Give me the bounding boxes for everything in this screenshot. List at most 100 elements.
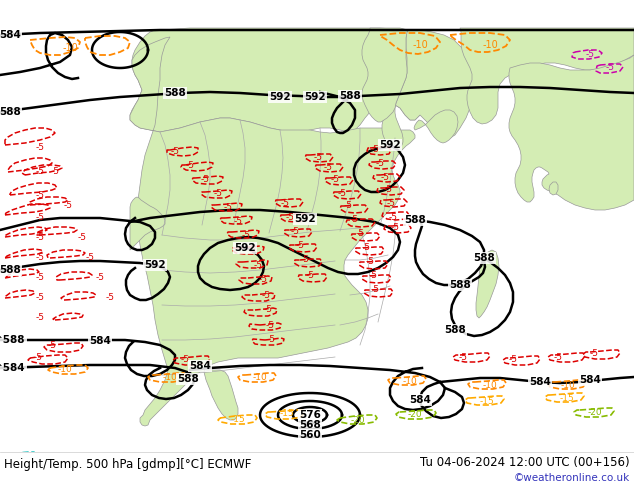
Text: -5: -5: [77, 234, 86, 243]
Text: -5: -5: [105, 294, 115, 302]
Text: -15: -15: [280, 409, 294, 417]
Text: -5: -5: [375, 158, 384, 168]
Text: -20: -20: [351, 416, 365, 424]
Text: -15: -15: [480, 396, 495, 406]
Text: 560: 560: [299, 430, 321, 440]
Text: -5: -5: [266, 320, 275, 329]
Text: -5: -5: [368, 271, 377, 280]
Text: Tu 04-06-2024 12:00 UTC (00+156): Tu 04-06-2024 12:00 UTC (00+156): [420, 456, 630, 468]
Text: 588: 588: [473, 253, 495, 263]
Text: -10: -10: [62, 43, 78, 53]
Text: 584: 584: [409, 395, 431, 405]
Text: -5: -5: [171, 147, 179, 156]
Text: -5: -5: [458, 352, 467, 362]
Text: -5: -5: [389, 214, 398, 222]
Text: -10: -10: [482, 40, 498, 50]
Text: -5: -5: [86, 253, 94, 263]
Text: -5: -5: [36, 253, 44, 263]
Text: -5: -5: [330, 175, 339, 185]
Text: -5: -5: [259, 275, 268, 285]
Text: -20: -20: [588, 408, 602, 416]
Text: -5: -5: [605, 64, 614, 73]
Text: -10: -10: [163, 373, 178, 383]
Polygon shape: [509, 55, 634, 210]
Text: -5: -5: [290, 227, 299, 237]
Text: -5: -5: [36, 294, 44, 302]
Text: -5: -5: [365, 258, 375, 267]
Text: -5: -5: [391, 223, 399, 232]
Text: -5: -5: [306, 270, 314, 279]
Text: 592: 592: [234, 243, 256, 253]
Text: -5: -5: [36, 314, 44, 322]
Polygon shape: [414, 110, 458, 143]
Text: -10: -10: [403, 376, 417, 386]
Text: -10: -10: [560, 381, 576, 390]
Text: -5: -5: [96, 273, 105, 283]
Polygon shape: [476, 250, 499, 318]
Text: -5: -5: [36, 168, 44, 176]
Text: -15: -15: [560, 393, 574, 402]
Text: 592: 592: [294, 214, 316, 224]
Text: -5: -5: [36, 234, 44, 243]
Text: -5: -5: [323, 164, 332, 172]
Text: ©weatheronline.co.uk: ©weatheronline.co.uk: [514, 473, 630, 483]
Text: -5: -5: [51, 168, 60, 176]
Polygon shape: [382, 30, 474, 148]
Text: -5: -5: [214, 190, 223, 198]
Text: -5: -5: [266, 336, 276, 344]
Text: -5: -5: [553, 353, 562, 363]
Text: 584: 584: [0, 30, 21, 40]
Bar: [0, 452, 634, 490]
Text: -5: -5: [361, 244, 370, 252]
Text: -5: -5: [63, 200, 72, 210]
Text: 588: 588: [164, 88, 186, 98]
Text: ↑588: ↑588: [0, 335, 25, 345]
Polygon shape: [549, 182, 558, 195]
Polygon shape: [130, 197, 165, 250]
Text: -5: -5: [247, 245, 257, 254]
Text: -10: -10: [412, 40, 428, 50]
Text: 588: 588: [177, 374, 199, 384]
Text: 588: 588: [0, 265, 21, 275]
Text: -5: -5: [301, 255, 309, 265]
Text: -20: -20: [408, 410, 422, 418]
Polygon shape: [460, 28, 634, 124]
Text: 584: 584: [89, 336, 111, 346]
Text: -5: -5: [508, 356, 517, 365]
Text: -5: -5: [200, 175, 209, 185]
Text: -5: -5: [36, 214, 44, 222]
Text: 584: 584: [189, 361, 211, 371]
Text: 588: 588: [0, 107, 21, 117]
Text: -5: -5: [186, 162, 195, 171]
Text: 592: 592: [304, 92, 326, 102]
Text: 588: 588: [444, 325, 466, 335]
Text: -10: -10: [482, 381, 498, 390]
Text: -5: -5: [261, 291, 271, 299]
Text: -15: -15: [231, 415, 245, 423]
Text: 584: 584: [579, 375, 601, 385]
Text: -5: -5: [34, 352, 42, 362]
Text: -5: -5: [344, 201, 353, 211]
Text: -5: -5: [295, 241, 304, 249]
Text: Height/Temp. 500 hPa [gdmp][°C] ECMWF: Height/Temp. 500 hPa [gdmp][°C] ECMWF: [4, 458, 251, 470]
Text: 588: 588: [404, 215, 426, 225]
Text: 576: 576: [299, 410, 321, 420]
Text: 592: 592: [269, 92, 291, 102]
Text: 588: 588: [339, 91, 361, 101]
Text: -5: -5: [380, 172, 389, 181]
Text: -5: -5: [313, 152, 323, 162]
Text: -5: -5: [36, 144, 44, 152]
Polygon shape: [362, 28, 408, 122]
Text: -5: -5: [387, 199, 396, 209]
Text: -5: -5: [181, 356, 190, 365]
Text: 592: 592: [379, 140, 401, 150]
Text: -5: -5: [586, 50, 595, 59]
Text: -5: -5: [384, 186, 392, 195]
Text: -5: -5: [36, 273, 44, 283]
Text: -5: -5: [280, 198, 290, 207]
Text: -5: -5: [233, 218, 242, 226]
Text: 584: 584: [529, 377, 551, 387]
Polygon shape: [130, 37, 415, 426]
Text: -5: -5: [370, 146, 380, 154]
Text: -10: -10: [58, 366, 72, 374]
